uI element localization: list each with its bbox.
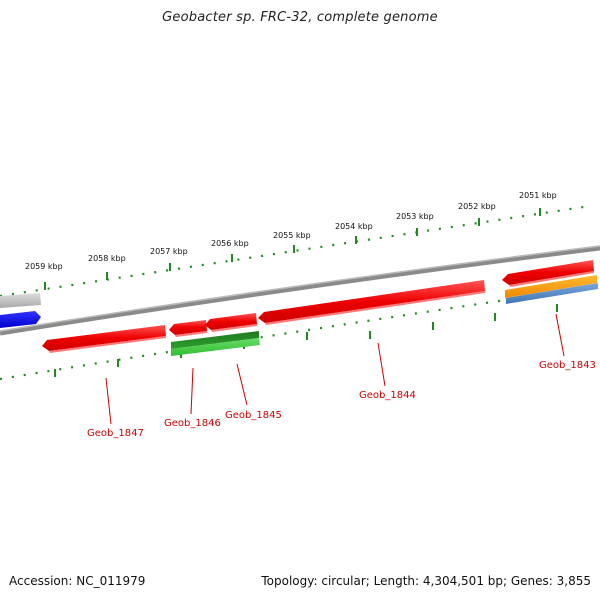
kbp-label: 2052 kbp: [458, 202, 496, 211]
accession-text: Accession: NC_011979: [9, 574, 146, 588]
gene-geob-1847[interactable]: [42, 325, 166, 353]
kbp-label: 2057 kbp: [150, 247, 188, 256]
gene-geob-1845[interactable]: [205, 313, 257, 332]
steelblue-feature[interactable]: [506, 283, 598, 304]
genome-title: Geobacter sp. FRC-32, complete genome: [162, 10, 438, 25]
leader-line: [377, 342, 386, 387]
kbp-label: 2058 kbp: [88, 254, 126, 263]
leader-line: [190, 367, 194, 415]
kbp-label: 2059 kbp: [25, 262, 63, 271]
gene-geob-1843[interactable]: [502, 260, 594, 287]
leader-line: [236, 363, 248, 406]
inner-ruler: [0, 284, 600, 381]
gene-label[interactable]: Geob_1844: [359, 390, 416, 401]
gene-geob-1846[interactable]: [169, 320, 207, 337]
gene-label[interactable]: Geob_1846: [164, 418, 221, 429]
outer-ruler: 2059 kbp 2058 kbp 2057 kbp 2056 kbp 2055…: [0, 191, 591, 298]
green-feature[interactable]: [171, 331, 260, 356]
leader-line: [555, 313, 565, 357]
blue-feature[interactable]: [0, 311, 41, 328]
gray-feature[interactable]: [0, 293, 41, 308]
gene-label[interactable]: Geob_1847: [87, 428, 144, 439]
genome-stats: Topology: circular; Length: 4,304,501 bp…: [261, 574, 591, 588]
orange-feature[interactable]: [505, 275, 597, 298]
gene-label[interactable]: Geob_1843: [539, 360, 596, 371]
kbp-label: 2053 kbp: [396, 212, 434, 221]
leader-line: [105, 377, 112, 425]
chromosome-backbone: [0, 245, 600, 336]
label-leaders: [105, 313, 565, 425]
kbp-label: 2055 kbp: [273, 231, 311, 240]
gene-geob-1844[interactable]: [258, 280, 485, 325]
kbp-label: 2056 kbp: [211, 239, 249, 248]
kbp-label: 2051 kbp: [519, 191, 557, 200]
gene-label[interactable]: Geob_1845: [225, 410, 282, 421]
kbp-label: 2054 kbp: [335, 222, 373, 231]
